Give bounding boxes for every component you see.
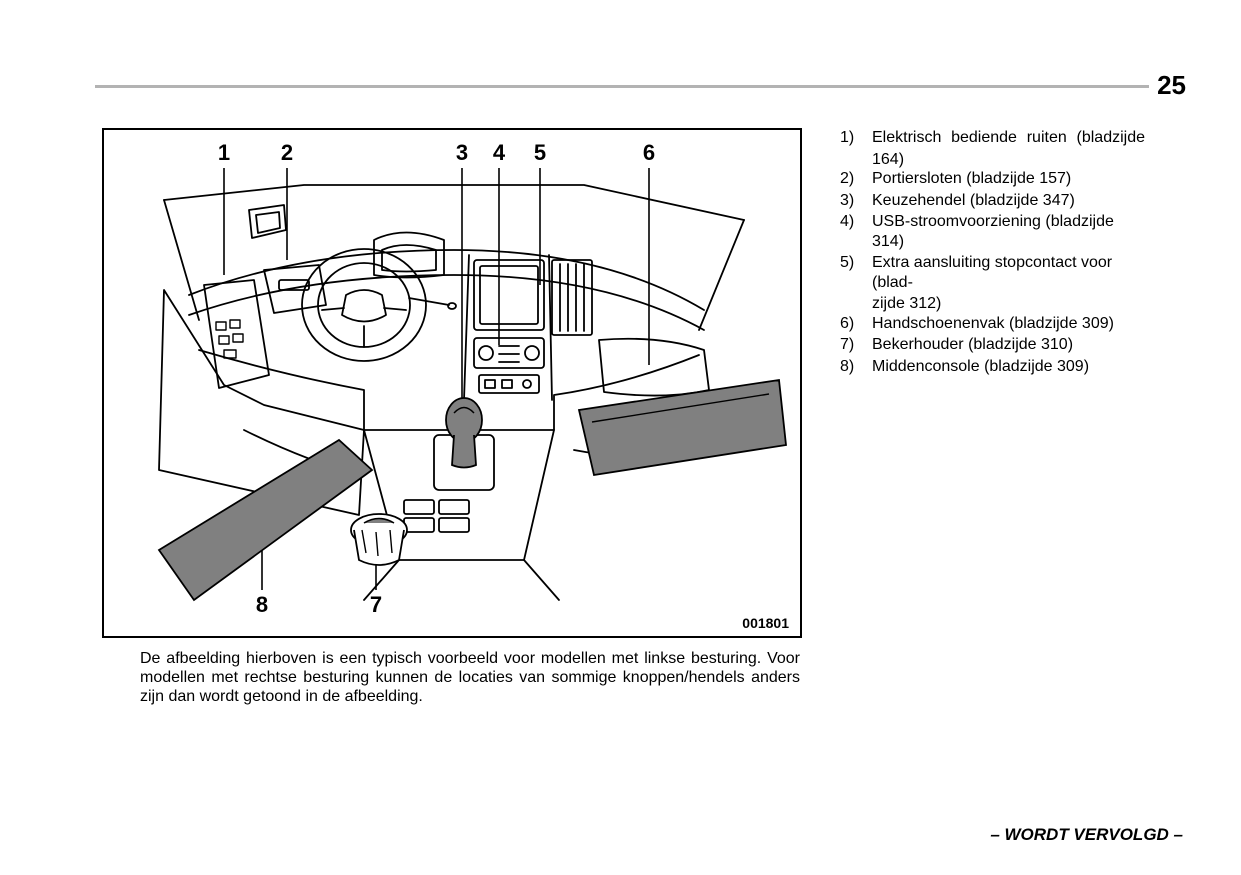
legend-item-8: 8) Middenconsole (bladzijde 309) (840, 357, 1145, 377)
manual-page: 25 1 2 3 4 5 6 8 (0, 0, 1241, 875)
callout-2: 2 (281, 140, 293, 165)
continued-footer: – WORDT VERVOLGD – (990, 825, 1183, 845)
figure-code: 001801 (742, 615, 789, 631)
dashboard-diagram: 1 2 3 4 5 6 8 7 (102, 128, 802, 638)
legend-list: 1) Elektrisch bediende ruiten (bladzijde… (840, 128, 1145, 378)
legend-item-5: 5) Extra aansluiting stopcontact voor (b… (840, 253, 1145, 292)
callout-3: 3 (456, 140, 468, 165)
callout-7: 7 (370, 592, 382, 617)
legend-item-1-cont: 164) (872, 150, 1145, 170)
legend-item-7: 7) Bekerhouder (bladzijde 310) (840, 335, 1145, 355)
legend-item-6: 6) Handschoenenvak (bladzijde 309) (840, 314, 1145, 334)
legend-item-2: 2) Portiersloten (bladzijde 157) (840, 169, 1145, 189)
callout-4: 4 (493, 140, 506, 165)
callout-1: 1 (218, 140, 230, 165)
legend-item-5-cont: zijde 312) (872, 294, 1145, 314)
page-number: 25 (1149, 70, 1186, 101)
legend-item-3: 3) Keuzehendel (bladzijde 347) (840, 191, 1145, 211)
callout-5: 5 (534, 140, 546, 165)
callout-6: 6 (643, 140, 655, 165)
legend-item-1: 1) Elektrisch bediende ruiten (bladzijde (840, 128, 1145, 148)
figure-caption: De afbeelding hierboven is een typisch v… (140, 650, 800, 707)
header-rule (95, 85, 1183, 88)
legend-item-4: 4) USB-stroomvoorziening (bladzijde 314) (840, 212, 1145, 251)
callout-8: 8 (256, 592, 268, 617)
